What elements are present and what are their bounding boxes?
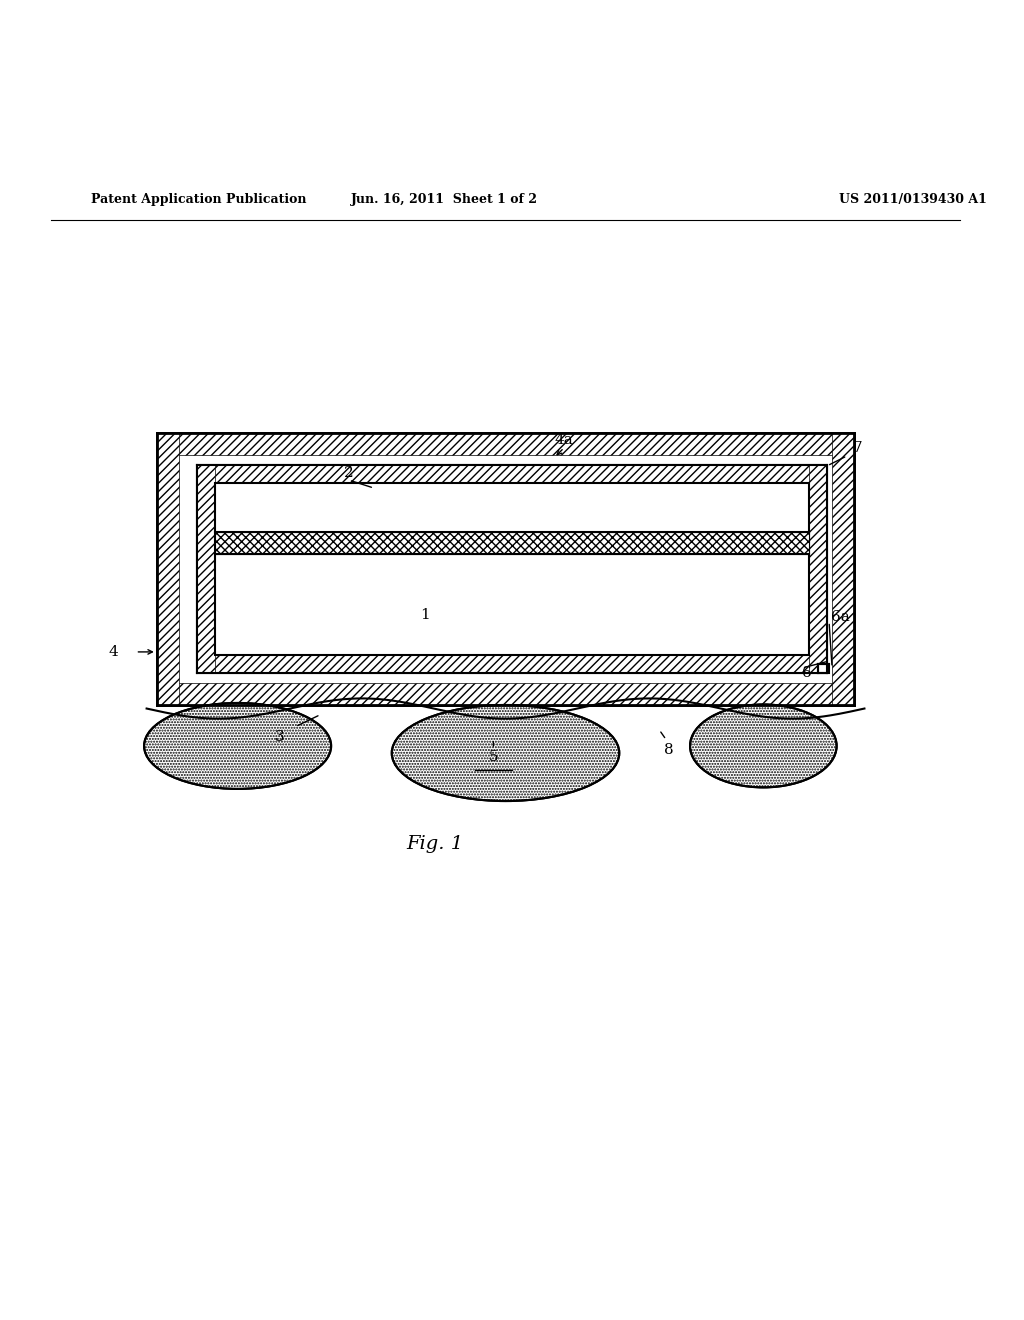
Text: 1: 1: [420, 607, 429, 622]
Text: 3: 3: [275, 730, 285, 744]
Ellipse shape: [144, 704, 331, 789]
Text: 8: 8: [665, 743, 674, 756]
Bar: [157, 433, 179, 705]
Text: Jun. 16, 2011  Sheet 1 of 2: Jun. 16, 2011 Sheet 1 of 2: [351, 194, 539, 206]
Bar: [157, 433, 854, 455]
Text: US 2011/0139430 A1: US 2011/0139430 A1: [839, 194, 987, 206]
Text: Patent Application Publication: Patent Application Publication: [91, 194, 306, 206]
Text: 6: 6: [802, 667, 812, 680]
Bar: [818, 664, 828, 673]
Text: 4a: 4a: [555, 433, 573, 446]
Ellipse shape: [690, 705, 837, 788]
Bar: [215, 483, 809, 655]
Text: 4: 4: [109, 645, 118, 659]
Text: 6a: 6a: [831, 610, 850, 623]
Bar: [157, 433, 854, 705]
Bar: [215, 532, 809, 554]
Text: 5: 5: [488, 750, 499, 764]
Bar: [833, 433, 854, 705]
Text: 7: 7: [853, 441, 862, 454]
Bar: [198, 465, 827, 483]
Text: 2: 2: [344, 466, 353, 480]
Bar: [157, 684, 854, 705]
Bar: [198, 655, 827, 673]
Bar: [198, 465, 215, 673]
Bar: [198, 465, 827, 673]
Text: Fig. 1: Fig. 1: [407, 836, 463, 853]
Ellipse shape: [392, 705, 620, 801]
Bar: [809, 465, 827, 673]
